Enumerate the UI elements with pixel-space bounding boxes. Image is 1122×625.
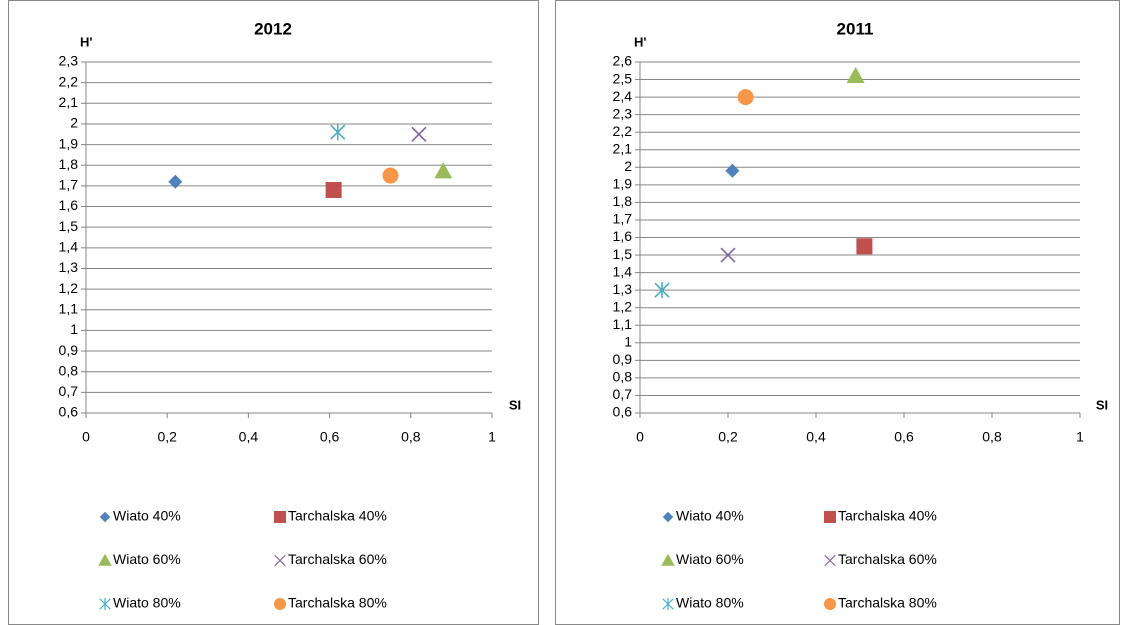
y-tick-label: 1,2 xyxy=(59,280,79,296)
x-axis-label: SI xyxy=(1096,397,1108,412)
x-tick-label: 0 xyxy=(82,429,90,445)
x-tick-label: 1 xyxy=(488,429,496,445)
x-tick-label: 0,8 xyxy=(982,429,1002,445)
chart-panel xyxy=(555,0,1120,625)
legend-label: Tarchalska 60% xyxy=(288,551,387,567)
y-tick-label: 1,9 xyxy=(613,176,633,192)
x-tick-label: 0,6 xyxy=(894,429,914,445)
y-tick-label: 2 xyxy=(624,158,632,174)
chart-panel xyxy=(8,0,539,625)
y-tick-label: 2 xyxy=(70,115,78,131)
y-tick-label: 1,5 xyxy=(613,246,633,262)
chart-title: 2011 xyxy=(837,19,874,38)
x-tick-label: 0,4 xyxy=(239,429,259,445)
legend-label: Wiato 80% xyxy=(676,595,744,611)
x-tick-label: 0,4 xyxy=(806,429,826,445)
legend-marker xyxy=(98,553,112,566)
y-tick-label: 1,7 xyxy=(613,211,633,227)
y-tick-label: 2,3 xyxy=(59,53,79,69)
y-tick-label: 1,8 xyxy=(59,156,79,172)
legend-marker xyxy=(662,598,674,610)
y-tick-label: 1,7 xyxy=(59,177,79,193)
legend-label: Wiato 40% xyxy=(113,508,181,524)
x-tick-label: 0,8 xyxy=(401,429,421,445)
legend-label: Wiato 60% xyxy=(113,551,181,567)
y-tick-label: 0,7 xyxy=(59,383,79,399)
y-tick-label: 1,9 xyxy=(59,135,79,151)
y-tick-label: 2,3 xyxy=(613,105,633,121)
y-tick-label: 1,4 xyxy=(59,239,79,255)
y-tick-label: 0,9 xyxy=(613,351,633,367)
marker xyxy=(737,89,754,106)
y-axis-label: H' xyxy=(80,34,92,49)
legend-label: Tarchalska 40% xyxy=(288,508,387,524)
x-tick-label: 0 xyxy=(636,429,644,445)
legend-label: Wiato 60% xyxy=(676,551,744,567)
marker xyxy=(856,238,873,255)
marker xyxy=(846,67,865,84)
y-tick-label: 1,3 xyxy=(59,259,79,275)
y-tick-label: 1,4 xyxy=(613,263,633,279)
y-tick-label: 2,4 xyxy=(613,88,633,104)
x-tick-label: 0,2 xyxy=(157,429,177,445)
y-tick-label: 1,3 xyxy=(613,281,633,297)
x-axis-label: SI xyxy=(509,397,521,412)
x-tick-label: 0,2 xyxy=(718,429,738,445)
x-tick-label: 0,6 xyxy=(320,429,340,445)
y-tick-label: 0,7 xyxy=(613,386,633,402)
marker xyxy=(382,167,399,184)
y-tick-label: 2,1 xyxy=(613,140,633,156)
y-tick-label: 1,1 xyxy=(59,300,79,316)
y-tick-label: 1,8 xyxy=(613,193,633,209)
marker xyxy=(330,124,346,141)
marker xyxy=(411,126,427,142)
legend-label: Wiato 40% xyxy=(676,508,744,524)
legend-marker xyxy=(824,554,836,567)
marker xyxy=(434,162,453,179)
y-tick-label: 0,6 xyxy=(59,404,79,420)
y-tick-label: 1 xyxy=(70,321,78,337)
marker xyxy=(325,182,342,199)
marker xyxy=(654,282,670,299)
legend-marker xyxy=(99,598,111,610)
y-tick-label: 0,9 xyxy=(59,342,79,358)
y-tick-label: 2,6 xyxy=(613,53,633,69)
y-tick-label: 1,6 xyxy=(613,228,633,244)
y-tick-label: 2,5 xyxy=(613,70,633,86)
marker xyxy=(720,247,736,263)
legend-marker xyxy=(99,511,111,523)
y-tick-label: 0,8 xyxy=(59,362,79,378)
marker xyxy=(168,174,183,189)
y-tick-label: 1,6 xyxy=(59,197,79,213)
legend-marker xyxy=(824,598,836,610)
legend-label: Tarchalska 80% xyxy=(838,595,937,611)
legend-label: Wiato 80% xyxy=(113,595,181,611)
y-tick-label: 1,1 xyxy=(613,316,633,332)
x-tick-label: 1 xyxy=(1076,429,1084,445)
y-tick-label: 1,2 xyxy=(613,298,633,314)
y-tick-label: 2,2 xyxy=(613,123,633,139)
chart-title: 2012 xyxy=(254,19,292,38)
y-tick-label: 2,2 xyxy=(59,73,79,89)
y-tick-label: 1 xyxy=(624,334,632,350)
legend-label: Tarchalska 40% xyxy=(838,508,937,524)
y-tick-label: 0,6 xyxy=(613,404,633,420)
legend-marker xyxy=(661,553,675,566)
y-tick-label: 2,1 xyxy=(59,94,79,110)
legend-marker xyxy=(274,554,286,567)
marker xyxy=(725,163,740,178)
legend-marker xyxy=(274,511,286,523)
y-tick-label: 1,5 xyxy=(59,218,79,234)
legend-label: Tarchalska 80% xyxy=(288,595,387,611)
y-axis-label: H' xyxy=(634,34,646,49)
legend-marker xyxy=(662,511,674,523)
legend-marker xyxy=(824,511,836,523)
legend-label: Tarchalska 60% xyxy=(838,551,937,567)
y-tick-label: 0,8 xyxy=(613,369,633,385)
legend-marker xyxy=(274,598,286,610)
